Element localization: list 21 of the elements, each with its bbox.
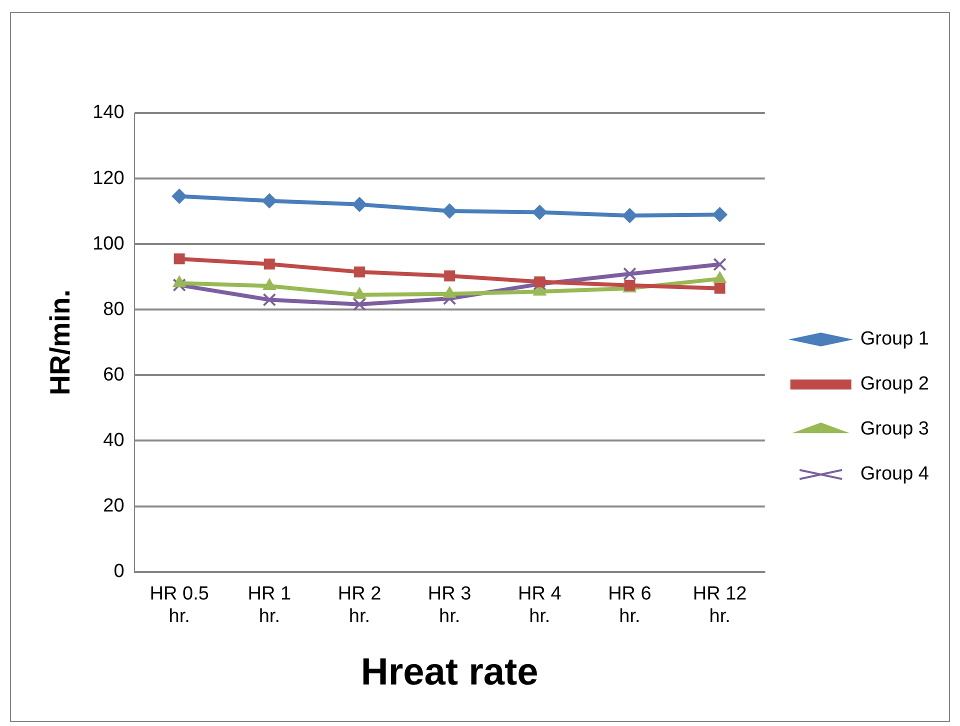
- y-tick-label: 120: [92, 168, 124, 189]
- x-tick-label: HR 1 hr.: [248, 583, 292, 628]
- legend-label: Group 1: [860, 328, 930, 350]
- x-axis-title: Hreat rate: [360, 652, 538, 694]
- y-tick-label: 140: [92, 102, 124, 124]
- legend-label: Group 2: [860, 374, 930, 395]
- x-tick-label: HR 0.5 hr.: [150, 583, 209, 628]
- y-tick-label: 0: [114, 561, 124, 582]
- x-tick-label: HR 6 hr.: [608, 583, 652, 628]
- y-tick-label: 100: [92, 233, 124, 254]
- y-tick-label: 60: [103, 364, 124, 386]
- legend-label: Group 3: [860, 418, 930, 440]
- x-tick-label: HR 3 hr.: [428, 583, 472, 628]
- x-tick-label: HR 2 hr.: [338, 583, 382, 628]
- x-tick-label: HR 12 hr.: [692, 583, 747, 628]
- y-tick-label: 80: [103, 298, 124, 320]
- y-tick-label: 20: [103, 495, 124, 516]
- x-tick-label: HR 4 hr.: [518, 583, 562, 628]
- legend-label: Group 4: [860, 464, 930, 485]
- y-tick-label: 40: [103, 430, 124, 451]
- y-axis-title: HR/min.: [44, 290, 76, 396]
